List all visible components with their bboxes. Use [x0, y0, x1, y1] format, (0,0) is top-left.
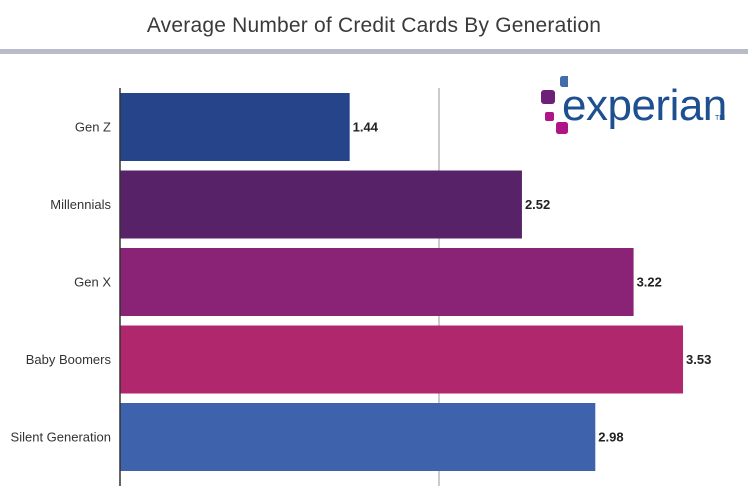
value-label: 2.98 — [598, 430, 623, 445]
logo-square-blue — [560, 76, 568, 87]
value-label: 3.22 — [637, 275, 662, 290]
bar-silent-generation — [120, 403, 596, 471]
logo-square-purple — [541, 90, 555, 104]
value-label: 1.44 — [353, 120, 379, 135]
category-label: Baby Boomers — [26, 352, 112, 367]
chart-header: Average Number of Credit Cards By Genera… — [0, 0, 748, 54]
header-divider — [0, 49, 748, 54]
logo-squares — [541, 76, 568, 134]
value-label: 2.52 — [525, 197, 550, 212]
bar-millennials — [120, 170, 522, 239]
experian-logo: experian TM — [538, 74, 738, 140]
bar-gen-x — [120, 248, 634, 316]
labels-group: Gen Z 1.44 Millennials 2.52 Gen X 3.22 Baby Bo… — [11, 120, 712, 445]
chart-title: Average Number of Credit Cards By Genera… — [146, 14, 602, 37]
logo-square-magenta-small — [545, 112, 554, 121]
logo-square-magenta — [556, 122, 568, 134]
bar-gen-z — [120, 93, 350, 161]
bars-group — [120, 93, 684, 471]
category-label: Gen Z — [75, 120, 111, 135]
bar-baby-boomers — [120, 325, 684, 394]
logo-wordmark: experian — [562, 81, 727, 130]
logo-trademark: TM — [715, 115, 726, 122]
category-label: Gen X — [74, 275, 111, 290]
value-label: 3.53 — [686, 352, 711, 367]
category-label: Silent Generation — [11, 430, 111, 445]
category-label: Millennials — [50, 197, 111, 212]
